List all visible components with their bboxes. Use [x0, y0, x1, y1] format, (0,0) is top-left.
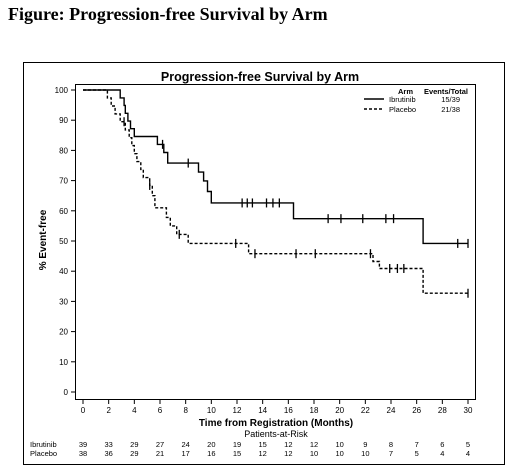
curves-layer [83, 89, 469, 298]
risk-table-title: Patients-at-Risk [244, 429, 308, 439]
risk-count: 10 [361, 449, 369, 458]
risk-count: 4 [466, 449, 470, 458]
figure-title: Figure: Progression-free Survival by Arm [8, 4, 328, 24]
legend-events-header: Events/Total [424, 87, 468, 96]
risk-count: 6 [440, 440, 444, 449]
risk-count: 38 [79, 449, 87, 458]
y-tick-label: 90 [59, 116, 68, 125]
x-tick-label: 20 [335, 406, 344, 415]
risk-count: 15 [233, 449, 241, 458]
x-tick-label: 28 [438, 406, 447, 415]
series-line-placebo [83, 89, 468, 294]
legend-events-placebo: 21/38 [441, 105, 460, 114]
risk-count: 10 [335, 440, 343, 449]
risk-count: 5 [415, 449, 419, 458]
y-tick-label: 10 [59, 358, 68, 367]
risk-count: 16 [207, 449, 215, 458]
risk-count: 12 [310, 440, 318, 449]
risk-count: 7 [389, 449, 393, 458]
risk-count: 17 [181, 449, 189, 458]
chart-outer-frame [23, 62, 505, 465]
x-tick-label: 14 [258, 406, 267, 415]
risk-count: 10 [310, 449, 318, 458]
chart-title: Progression-free Survival by Arm [161, 70, 359, 84]
y-tick-label: 70 [59, 177, 68, 186]
risk-row-label-placebo: Placebo [30, 449, 57, 458]
y-tick-label: 80 [59, 146, 68, 155]
risk-row-label-ibrutinib: Ibrutinib [30, 440, 57, 449]
x-tick-label: 6 [158, 406, 163, 415]
x-tick-label: 22 [361, 406, 370, 415]
legend-events-ibrutinib: 15/39 [441, 95, 460, 104]
y-tick-label: 40 [59, 267, 68, 276]
y-tick-label: 20 [59, 328, 68, 337]
legend: Arm Events/Total Ibrutinib 15/39 Placebo 21/3… [364, 87, 468, 114]
risk-count: 29 [130, 449, 138, 458]
x-axis-label: Time from Registration (Months) [199, 418, 353, 429]
y-tick-label: 60 [59, 207, 68, 216]
risk-count: 12 [284, 440, 292, 449]
legend-arm-header: Arm [398, 87, 413, 96]
risk-count: 39 [79, 440, 87, 449]
risk-count: 24 [181, 440, 189, 449]
x-tick-label: 8 [183, 406, 188, 415]
risk-count: 9 [363, 440, 367, 449]
y-tick-label: 30 [59, 297, 68, 306]
risk-count: 15 [258, 440, 266, 449]
plot-frame [75, 84, 476, 400]
risk-count: 8 [389, 440, 393, 449]
y-axis-label: % Event-free [38, 209, 49, 270]
risk-count: 12 [284, 449, 292, 458]
legend-label-placebo: Placebo [389, 105, 416, 114]
risk-count: 4 [440, 449, 444, 458]
risk-count: 12 [258, 449, 266, 458]
risk-count: 29 [130, 440, 138, 449]
risk-count: 33 [104, 440, 112, 449]
y-tick-label: 100 [55, 86, 69, 95]
x-tick-label: 0 [81, 406, 86, 415]
x-tick-label: 24 [387, 406, 396, 415]
x-tick-label: 18 [310, 406, 319, 415]
x-tick-label: 2 [106, 406, 111, 415]
x-tick-label: 26 [412, 406, 421, 415]
x-tick-label: 16 [284, 406, 293, 415]
risk-count: 10 [335, 449, 343, 458]
risk-count: 27 [156, 440, 164, 449]
risk-count: 19 [233, 440, 241, 449]
risk-count: 7 [415, 440, 419, 449]
x-tick-label: 10 [207, 406, 216, 415]
series-line-ibrutinib [83, 89, 468, 245]
y-tick-label: 50 [59, 237, 68, 246]
risk-count: 36 [104, 449, 112, 458]
legend-label-ibrutinib: Ibrutinib [389, 95, 416, 104]
x-tick-label: 30 [464, 406, 473, 415]
y-tick-label: 0 [64, 388, 69, 397]
risk-count: 21 [156, 449, 164, 458]
risk-count: 5 [466, 440, 470, 449]
risk-count: 20 [207, 440, 215, 449]
x-tick-label: 4 [132, 406, 137, 415]
x-tick-label: 12 [233, 406, 242, 415]
